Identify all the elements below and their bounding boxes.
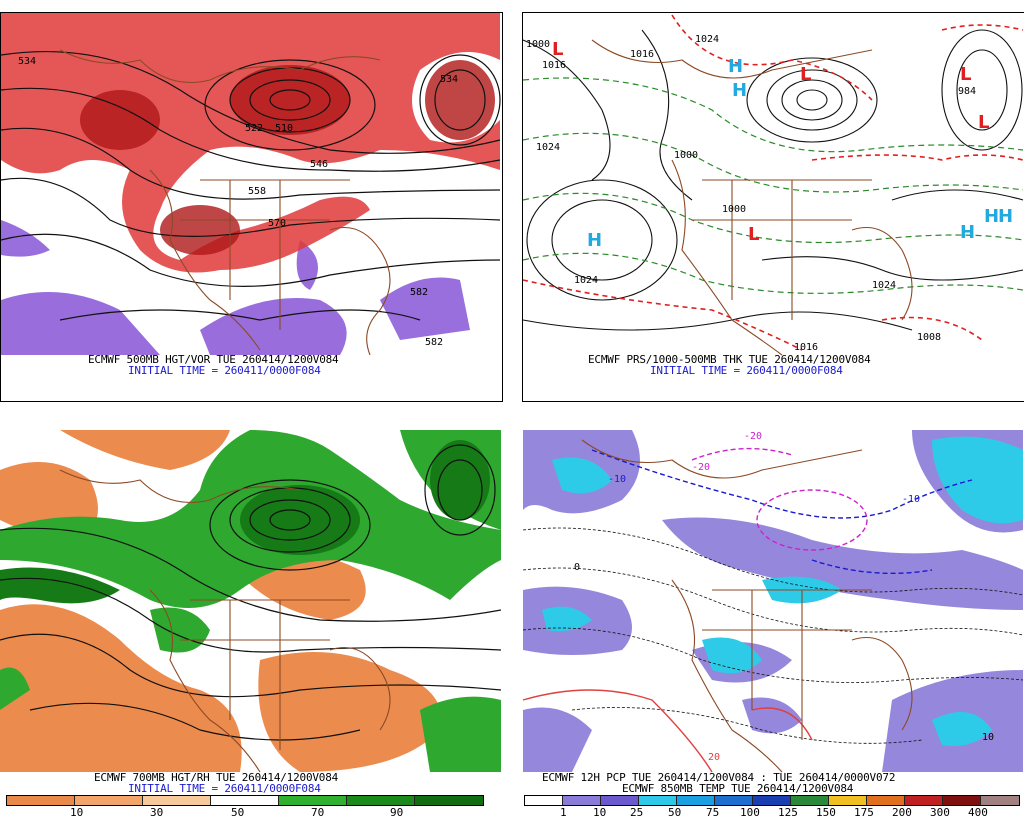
low-pressure-marker: L xyxy=(748,224,759,245)
temp-label: -20 xyxy=(744,431,762,442)
scale-swatch xyxy=(867,796,905,805)
scale-swatch xyxy=(415,796,483,805)
scale-tick: 400 xyxy=(968,806,988,819)
precip-map: -20 -10 -10 -20 0 20 10 xyxy=(522,430,1024,773)
low-pressure-marker: L xyxy=(552,39,563,60)
scale-swatch xyxy=(347,796,415,805)
high-pressure-marker: H xyxy=(728,56,743,77)
isobar-label: 1016 xyxy=(542,60,566,71)
caption-line-2: INITIAL TIME = 260411/0000F084 xyxy=(128,782,321,795)
rh-color-scale xyxy=(6,795,484,806)
rh-map xyxy=(0,430,502,773)
high-pressure-marker: H xyxy=(998,206,1013,227)
isobar-label: 984 xyxy=(958,86,976,97)
caption-line-1: ECMWF PRS/1000-500MB THK TUE 260414/1200… xyxy=(588,353,871,366)
scale-swatch xyxy=(211,796,279,805)
scale-swatch xyxy=(791,796,829,805)
contour-label: 582 xyxy=(425,337,443,348)
scale-tick: 100 xyxy=(740,806,760,819)
isobar-label: 1024 xyxy=(574,275,598,286)
scale-tick: 90 xyxy=(390,806,404,819)
panel-500mb-vorticity: 534 534 522 510 546 558 570 582 582 ECMW… xyxy=(0,0,512,410)
scale-swatch xyxy=(525,796,563,805)
isobar-label: 1016 xyxy=(630,49,654,60)
scale-tick: 200 xyxy=(892,806,912,819)
temp-label: -20 xyxy=(692,462,710,473)
temp-label: -10 xyxy=(608,474,626,485)
scale-tick: 75 xyxy=(706,806,720,819)
caption-line-2: INITIAL TIME = 260411/0000F084 xyxy=(128,364,321,377)
scale-swatch xyxy=(7,796,75,805)
temp-label: 20 xyxy=(708,752,720,763)
pressure-map: 1000 1016 1016 1024 1024 1000 1000 1024 … xyxy=(522,13,1024,356)
scale-tick: 30 xyxy=(150,806,164,819)
high-pressure-marker: H xyxy=(960,222,975,243)
isobar-label: 1016 xyxy=(794,342,818,353)
scale-swatch xyxy=(981,796,1019,805)
scale-tick: 175 xyxy=(854,806,874,819)
precip-color-scale xyxy=(524,795,1020,806)
contour-label: 534 xyxy=(440,74,458,85)
contour-label: 582 xyxy=(410,287,428,298)
scale-tick: 125 xyxy=(778,806,798,819)
isobar-label: 1000 xyxy=(526,39,550,50)
low-pressure-marker: L xyxy=(960,64,971,85)
high-pressure-marker: H xyxy=(984,206,999,227)
scale-swatch xyxy=(75,796,143,805)
panel-700mb-rh: ECMWF 700MB HGT/RH TUE 260414/1200V084 I… xyxy=(0,410,512,819)
low-pressure-marker: L xyxy=(978,112,989,133)
caption-line-2: ECMWF 850MB TEMP TUE 260414/1200V084 xyxy=(622,782,854,795)
isobar-label: 1000 xyxy=(722,204,746,215)
scale-swatch xyxy=(715,796,753,805)
isobar-label: 1000 xyxy=(674,150,698,161)
isobar-label: 1024 xyxy=(695,34,719,45)
contour-label: 534 xyxy=(18,56,36,67)
temp-label: -10 xyxy=(902,494,920,505)
scale-swatch xyxy=(563,796,601,805)
scale-tick: 1 xyxy=(560,806,567,819)
isobar-label: 1008 xyxy=(917,332,941,343)
panel-precip-850mb-temp: -20 -10 -10 -20 0 20 10 ECMWF 12H PCP TU… xyxy=(512,410,1024,819)
high-pressure-marker: H xyxy=(732,80,747,101)
scale-swatch xyxy=(143,796,211,805)
low-pressure-marker: L xyxy=(800,64,811,85)
contour-label: 510 xyxy=(275,123,293,134)
scale-tick: 300 xyxy=(930,806,950,819)
scale-swatch xyxy=(829,796,867,805)
scale-tick: 150 xyxy=(816,806,836,819)
scale-tick: 25 xyxy=(630,806,644,819)
isobar-label: 1024 xyxy=(536,142,560,153)
scale-swatch xyxy=(677,796,715,805)
scale-swatch xyxy=(279,796,347,805)
high-pressure-marker: H xyxy=(587,230,602,251)
scale-tick: 10 xyxy=(593,806,607,819)
scale-tick: 50 xyxy=(668,806,682,819)
isobar-label: 1024 xyxy=(872,280,896,291)
temp-label: 10 xyxy=(982,732,994,743)
caption-line-2: INITIAL TIME = 260411/0000F084 xyxy=(650,364,843,377)
caption-line-1: ECMWF 500MB HGT/VOR TUE 260414/1200V084 xyxy=(88,353,339,366)
contour-label: 558 xyxy=(248,186,266,197)
scale-swatch xyxy=(753,796,791,805)
caption-line-1: ECMWF 12H PCP TUE 260414/1200V084 : TUE … xyxy=(542,771,896,784)
scale-tick: 50 xyxy=(231,806,245,819)
contour-label: 522 xyxy=(245,123,263,134)
temp-label: 0 xyxy=(574,562,580,573)
scale-swatch xyxy=(601,796,639,805)
scale-swatch xyxy=(905,796,943,805)
panel-pressure-thickness: 1000 1016 1016 1024 1024 1000 1000 1024 … xyxy=(512,0,1024,410)
scale-tick: 70 xyxy=(311,806,325,819)
contour-label: 570 xyxy=(268,218,286,229)
caption-line-1: ECMWF 700MB HGT/RH TUE 260414/1200V084 xyxy=(94,771,339,784)
vorticity-map: 534 534 522 510 546 558 570 582 582 xyxy=(0,13,501,356)
contour-label: 546 xyxy=(310,159,328,170)
scale-swatch xyxy=(639,796,677,805)
scale-tick: 10 xyxy=(70,806,84,819)
scale-swatch xyxy=(943,796,981,805)
